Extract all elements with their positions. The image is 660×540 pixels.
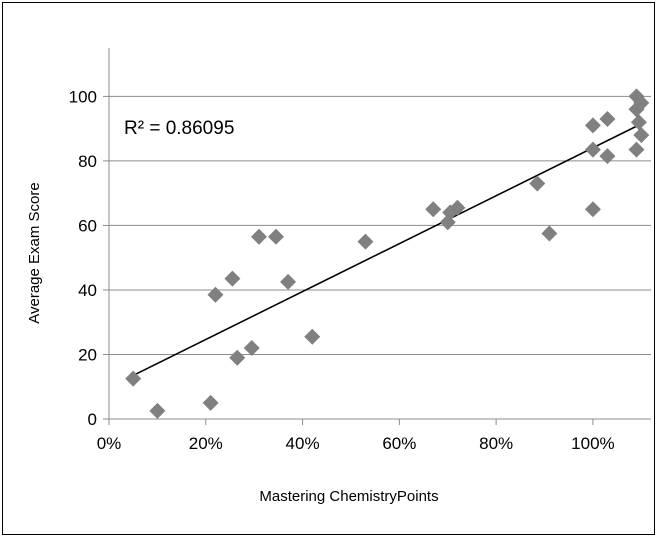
y-tick-label: 0 [88,410,97,429]
x-tick-label: 40% [286,434,320,453]
data-point [207,286,224,303]
data-point [267,228,284,245]
data-point [541,225,558,242]
x-tick-label: 100% [571,434,614,453]
data-point [243,340,260,357]
data-point [633,127,650,144]
data-point [357,233,374,250]
x-tick-label: 60% [382,434,416,453]
trendline [132,123,642,377]
data-point [599,148,616,165]
x-axis-title: Mastering ChemistryPoints [259,488,438,505]
data-point [599,110,616,127]
data-point [304,328,321,345]
x-tick-label: 20% [189,434,223,453]
data-point [449,199,466,216]
data-point [202,394,219,411]
y-tick-label: 40 [78,281,97,300]
data-point [584,117,601,134]
data-point [125,370,142,387]
y-tick-label: 80 [78,152,97,171]
data-point [229,349,246,366]
data-point [149,402,166,419]
y-axis-title: Average Exam Score [26,182,43,323]
y-tick-label: 100 [69,87,97,106]
data-point [584,201,601,218]
data-point [280,273,297,290]
data-point [628,141,645,158]
gridlines [109,95,651,355]
data-points [125,88,650,419]
data-point [584,141,601,158]
data-point [529,175,546,192]
x-tick-label: 0% [97,434,122,453]
data-point [633,94,650,111]
x-tick-label: 80% [479,434,513,453]
tick-labels: 0 20 40 60 80 100 0% 20% 40% 60% 80% 100% [69,87,615,453]
data-point [630,114,647,131]
data-point [425,201,442,218]
axes [103,48,651,425]
scatter-chart: 0 20 40 60 80 100 0% 20% 40% 60% 80% 100% R² = 0.86… [26,48,651,505]
r-squared-label: R² = 0.86095 [124,118,234,139]
data-point [224,270,241,287]
y-tick-label: 60 [78,216,97,235]
data-point [251,228,268,245]
y-tick-label: 20 [78,345,97,364]
chart-frame: 0 20 40 60 80 100 0% 20% 40% 60% 80% 100% R² = 0.86… [2,2,655,535]
